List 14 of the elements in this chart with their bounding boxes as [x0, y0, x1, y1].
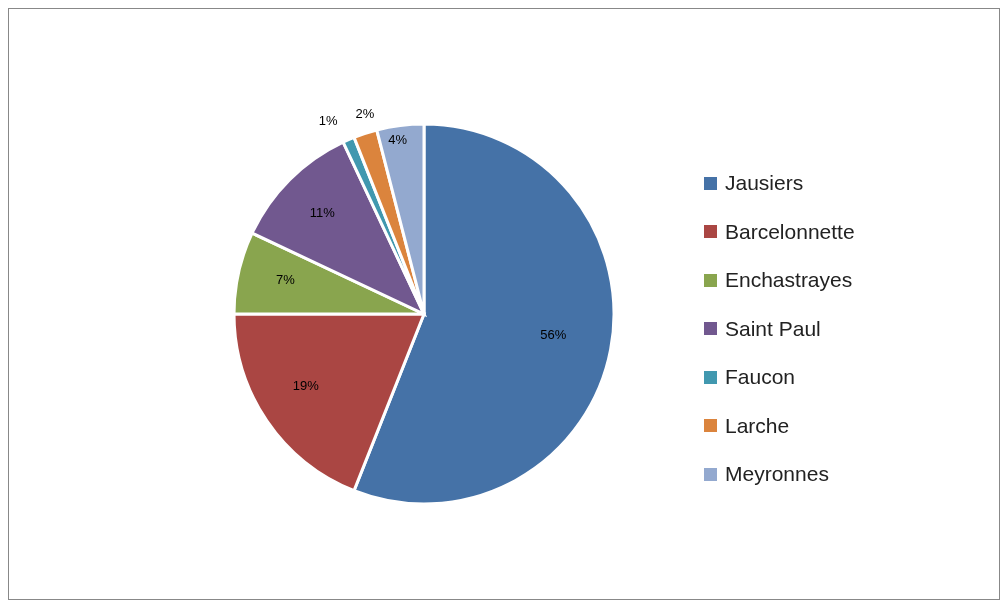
legend-label: Faucon [725, 365, 796, 390]
data-label: 4% [388, 131, 408, 147]
legend-label: Enchastrayes [725, 268, 853, 293]
data-label: 11% [309, 204, 336, 220]
legend-label: Jausiers [725, 171, 804, 196]
data-label: 19% [292, 378, 320, 394]
legend-label: Larche [725, 413, 790, 438]
legend-label: Meyronnes [725, 462, 829, 487]
legend-label: Saint Paul [725, 316, 821, 341]
data-label: 7% [276, 271, 296, 287]
data-label: 2% [355, 106, 375, 122]
legend-label: Barcelonnette [725, 219, 855, 244]
data-label: 1% [318, 113, 338, 129]
data-label: 56% [540, 327, 567, 343]
